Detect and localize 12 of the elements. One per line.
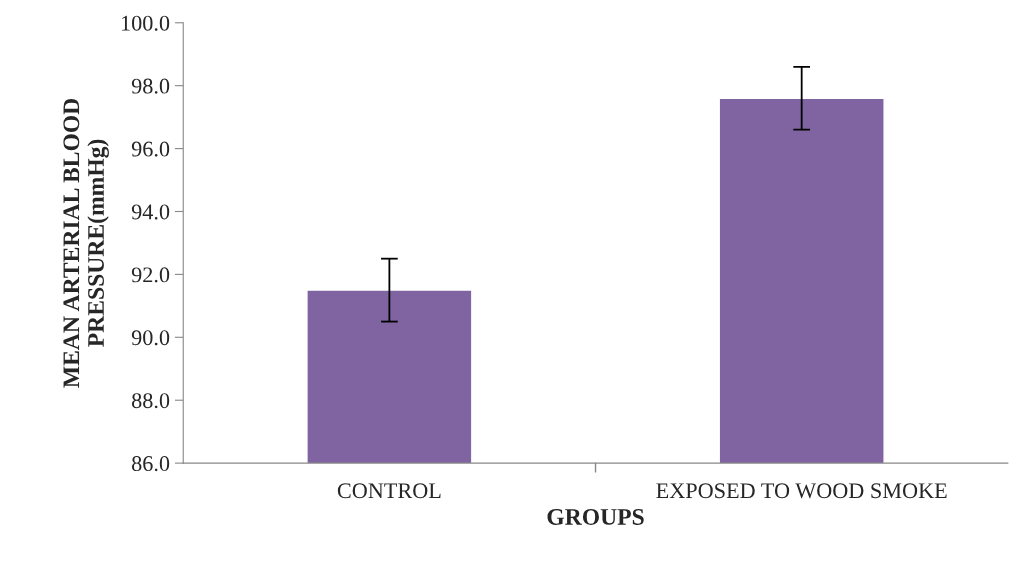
y-tick-label: 86.0 bbox=[132, 456, 170, 472]
y-tick-label: 94.0 bbox=[131, 204, 170, 220]
y-tick-label: 88.0 bbox=[132, 393, 170, 409]
y-tick-label: 98.0 bbox=[131, 78, 170, 94]
y-axis-title: MEAN ARTERIAL BLOOD PRESSURE(mmHg) bbox=[63, 98, 109, 388]
y-tick-label: 90.0 bbox=[131, 330, 170, 346]
x-tick-label: EXPOSED TO WOOD SMOKE bbox=[656, 483, 947, 499]
x-axis-title: GROUPS bbox=[547, 509, 644, 525]
y-tick-label: 100.0 bbox=[122, 15, 170, 31]
x-tick-label: CONTROL bbox=[337, 483, 441, 499]
y-tick-label: 92.0 bbox=[131, 267, 170, 283]
y-tick-label: 96.0 bbox=[131, 141, 170, 157]
